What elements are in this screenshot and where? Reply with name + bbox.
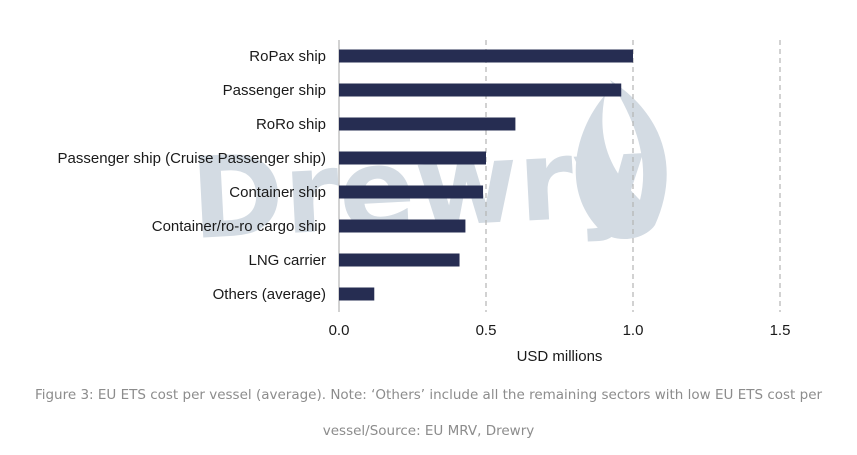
bars (339, 49, 633, 301)
x-tick-labels: 0.0 0.5 1.0 1.5 (329, 322, 791, 339)
x-tick-label: 0.5 (476, 322, 497, 339)
bar (339, 185, 484, 199)
figure-caption: Figure 3: EU ETS cost per vessel (averag… (34, 387, 823, 439)
bar (339, 49, 633, 63)
x-tick-label: 1.5 (770, 322, 791, 339)
category-label: Container ship (229, 184, 326, 201)
x-tick-label: 0.0 (329, 322, 350, 339)
category-label: RoPax ship (249, 48, 326, 65)
category-label: Passenger ship (Cruise Passenger ship) (58, 150, 326, 167)
category-label: RoRo ship (256, 116, 326, 133)
category-labels: RoPax ship Passenger ship RoRo ship Passeng… (58, 48, 326, 303)
watermark: Drewry (188, 80, 667, 265)
category-label: Others (average) (213, 286, 326, 303)
category-label: Passenger ship (223, 82, 326, 99)
bar (339, 151, 486, 165)
x-axis-title: USD millions (517, 348, 603, 365)
bar-chart: Drewry RoPax ship Passenger ship RoRo ship… (58, 40, 791, 365)
bar (339, 253, 460, 267)
category-label: Container/ro-ro cargo ship (152, 218, 326, 235)
x-tick-label: 1.0 (623, 322, 644, 339)
bar (339, 117, 516, 131)
bar (339, 83, 622, 97)
category-label: LNG carrier (248, 252, 326, 269)
bar (339, 287, 375, 301)
bar (339, 219, 466, 233)
watermark-flame-icon (575, 80, 667, 240)
